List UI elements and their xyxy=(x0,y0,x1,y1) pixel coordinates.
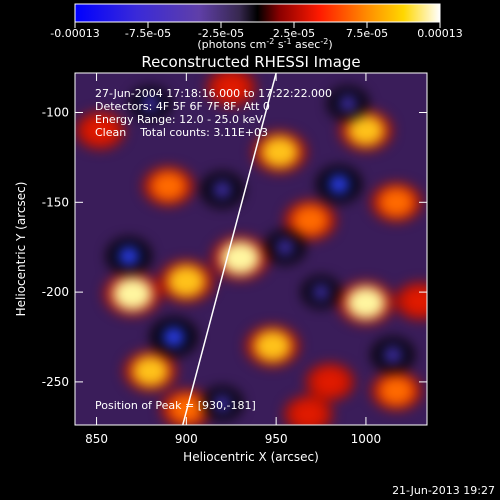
colorbar-tick-label: 7.5e-05 xyxy=(346,27,388,40)
heatmap-negative-core xyxy=(382,345,404,365)
heatmap-negative-core xyxy=(140,94,161,113)
axis-ticks: 850 900 950 1000 -100 -150 -200 -250 xyxy=(42,73,427,446)
colorbar-tick-label: 2.5e-05 xyxy=(273,27,315,40)
colorbar-tick-label: -0.00013 xyxy=(50,27,99,40)
heatmap-source-core xyxy=(378,187,415,218)
colorbar xyxy=(74,3,441,23)
heatmap-source-core xyxy=(214,73,249,102)
heatmap-negative-core xyxy=(162,326,186,348)
footer-timestamp: 21-Jun-2013 19:27 xyxy=(392,484,495,497)
y-axis-label: Heliocentric Y (arcsec) xyxy=(14,182,28,317)
colorbar-tick-label: -2.5e-05 xyxy=(198,27,244,40)
annotation-line: Energy Range: 12.0 - 25.0 keV xyxy=(95,113,263,126)
x-tick-label: 850 xyxy=(85,432,108,446)
annotations: 27-Jun-2004 17:18:16.000 to 17:22:22.000… xyxy=(95,87,332,139)
y-tick-label: -250 xyxy=(42,375,69,389)
peak-position-label: Position of Peak = [930,-181] xyxy=(95,399,256,412)
heatmap-source-core xyxy=(253,330,292,362)
heatmap-negative-core xyxy=(212,394,233,413)
x-tick-label: 1000 xyxy=(351,432,382,446)
heatmap-negative-core xyxy=(327,174,351,195)
annotation-line: Clean Total counts: 3.11E+03 xyxy=(95,126,268,139)
heatmap-source-core xyxy=(313,367,347,396)
chart-title: Reconstructed RHESSI Image xyxy=(141,53,360,71)
y-tick-label: -200 xyxy=(42,285,69,299)
heatmap-source-core xyxy=(291,400,326,425)
plot-frame xyxy=(74,72,428,426)
heatmap-negative-core xyxy=(117,246,140,267)
heatmap-source-core xyxy=(378,376,415,406)
x-tick-label: 950 xyxy=(265,432,288,446)
heatmap-source-core xyxy=(150,171,187,201)
heatmap-source-core xyxy=(292,205,329,236)
colorbar-label: (photons cm-2 s-1 asec-2) xyxy=(197,37,332,51)
heatmap-source-core xyxy=(346,286,386,320)
heatmap-negative-core xyxy=(337,94,359,113)
annotation-line: Detectors: 4F 5F 6F 7F 8F, Att 0 xyxy=(95,100,270,113)
heatmap-source-core xyxy=(112,277,153,311)
heatmap-source-core xyxy=(261,136,299,168)
heatmap-negative-core xyxy=(311,283,331,301)
colorbar-tick-label: -7.5e-05 xyxy=(125,27,171,40)
y-tick-label: -100 xyxy=(42,106,69,120)
heatmap-source-core xyxy=(83,116,118,145)
heatmap-source-core xyxy=(220,241,261,275)
heatmap-source-core xyxy=(347,115,385,146)
solar-limb-line xyxy=(182,73,277,425)
colorbar-tick-label: 0.00013 xyxy=(417,27,463,40)
heatmap xyxy=(75,73,427,425)
heatmap-negative-core xyxy=(211,180,233,200)
heatmap-source-core xyxy=(167,265,206,298)
heatmap-source-core xyxy=(402,286,427,316)
x-axis-label: Heliocentric X (arcsec) xyxy=(183,450,319,464)
y-tick-label: -150 xyxy=(42,195,69,209)
annotation-line: 27-Jun-2004 17:18:16.000 to 17:22:22.000 xyxy=(95,87,332,100)
colorbar-ticks: -0.00013 -7.5e-05 -2.5e-05 2.5e-05 7.5e-05 0.… xyxy=(50,22,463,40)
heatmap-negative-core xyxy=(275,237,296,257)
x-tick-label: 900 xyxy=(175,432,198,446)
heatmap-source-core xyxy=(132,355,169,387)
